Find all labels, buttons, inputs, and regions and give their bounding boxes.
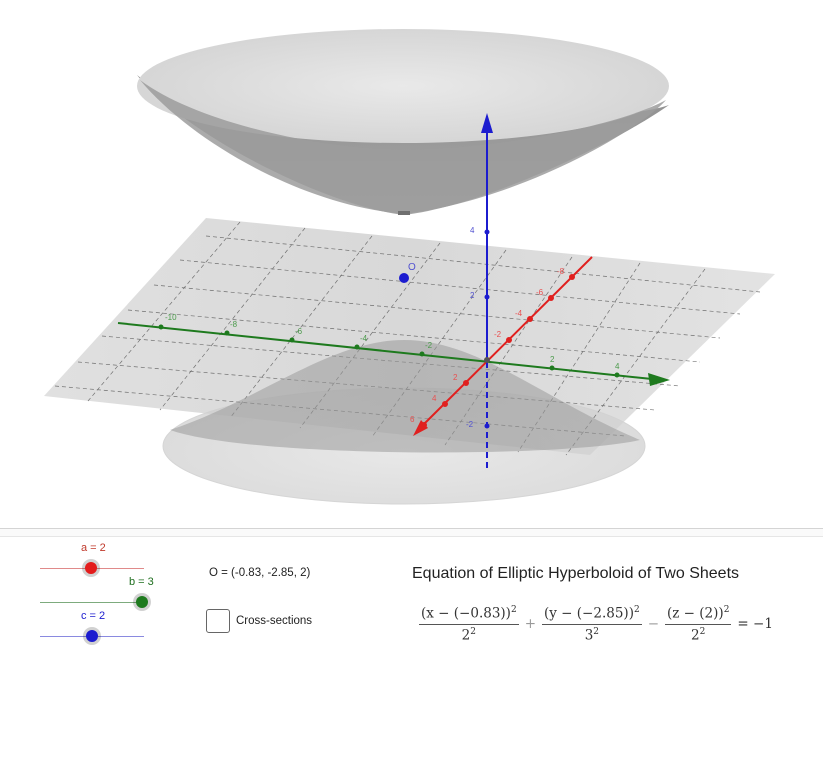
plus-operator: + <box>524 616 536 632</box>
slider-b-knob[interactable] <box>136 596 148 608</box>
x-tick-label: -2 <box>494 330 502 339</box>
graphics-3d-view[interactable]: -10 -8 -6 -4 -2 2 4 -8 -6 -4 -2 2 4 6 <box>0 0 823 528</box>
slider-b[interactable]: b = 3 <box>40 576 154 610</box>
point-o-label: O <box>408 262 416 273</box>
equation-title: Equation of Elliptic Hyperboloid of Two … <box>412 565 740 582</box>
upper-sheet <box>137 75 669 215</box>
minus-operator: − <box>647 616 660 632</box>
x-tick-label: -4 <box>515 309 523 318</box>
upper-sheet-inner <box>140 80 666 214</box>
y-tick-label: 2 <box>550 355 555 364</box>
y-tick-label: -8 <box>230 320 238 329</box>
y-tick-label: -10 <box>165 313 177 322</box>
y-tick-label: -2 <box>425 341 433 350</box>
lower-sheet-cap <box>170 340 640 453</box>
checkbox-box[interactable] <box>206 609 230 633</box>
x-tick-label: -6 <box>536 288 544 297</box>
x-tick-label: 6 <box>410 415 415 424</box>
hyperboloid-equation: (x − (−0.83))2 22 + (y − (−2.85))2 32 − … <box>416 603 776 645</box>
slider-c[interactable]: c = 2 <box>40 610 144 644</box>
slider-c-label: c = 2 <box>81 610 106 622</box>
xy-grid <box>54 221 761 456</box>
slider-a-label: a = 2 <box>81 542 106 554</box>
equation-term-y: (y − (−2.85))2 32 <box>542 605 642 643</box>
slider-b-track[interactable] <box>40 602 144 603</box>
point-o-coordinates: O = (-0.83, -2.85, 2) <box>209 567 311 579</box>
slider-a-knob[interactable] <box>85 562 97 574</box>
x-tick-label: 4 <box>432 394 437 403</box>
z-tick-label: 4 <box>470 226 475 235</box>
y-tick-label: -6 <box>295 327 303 336</box>
equation-term-x: (x − (−0.83))2 22 <box>419 605 519 643</box>
cross-sections-label: Cross-sections <box>236 615 313 627</box>
z-tick-label: -2 <box>466 420 474 429</box>
slider-b-label: b = 3 <box>129 576 154 588</box>
x-axis: -8 -6 -4 -2 2 4 6 <box>410 256 593 436</box>
y-axis: -10 -8 -6 -4 -2 2 4 <box>117 313 670 386</box>
equation-term-z: (z − (2))2 22 <box>665 605 732 643</box>
center-point-o[interactable]: O <box>399 262 416 283</box>
equation-rhs: = −1 <box>737 616 773 632</box>
cross-sections-checkbox[interactable]: Cross-sections <box>206 607 312 635</box>
slider-a[interactable]: a = 2 <box>40 542 144 576</box>
xy-plane <box>44 218 775 455</box>
x-tick-label: -8 <box>557 267 565 276</box>
z-tick-label: 2 <box>470 291 475 300</box>
y-tick-label: -4 <box>360 334 368 343</box>
y-tick-label: 4 <box>615 362 620 371</box>
panel-divider[interactable] <box>0 528 823 537</box>
slider-c-knob[interactable] <box>86 630 98 642</box>
upper-sheet-rim <box>137 29 669 143</box>
x-tick-label: 2 <box>453 373 458 382</box>
